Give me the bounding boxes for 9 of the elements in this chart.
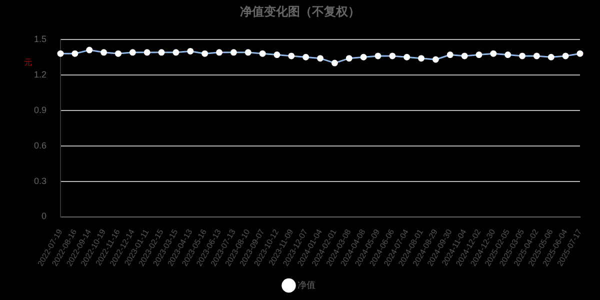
y-tick-label: 0 [41, 211, 47, 222]
chart-title: 净值变化图（不复权） [240, 4, 360, 18]
y-tick-label: 1.5 [34, 34, 47, 44]
y-tick-label: 1.2 [34, 69, 47, 80]
y-tick-label: 0.6 [34, 140, 47, 150]
legend-label: 净值 [297, 280, 316, 290]
y-tick-label: 0.9 [34, 104, 47, 115]
y-axis-title: 元 [24, 58, 32, 67]
y-tick-label: 0.3 [34, 176, 47, 186]
